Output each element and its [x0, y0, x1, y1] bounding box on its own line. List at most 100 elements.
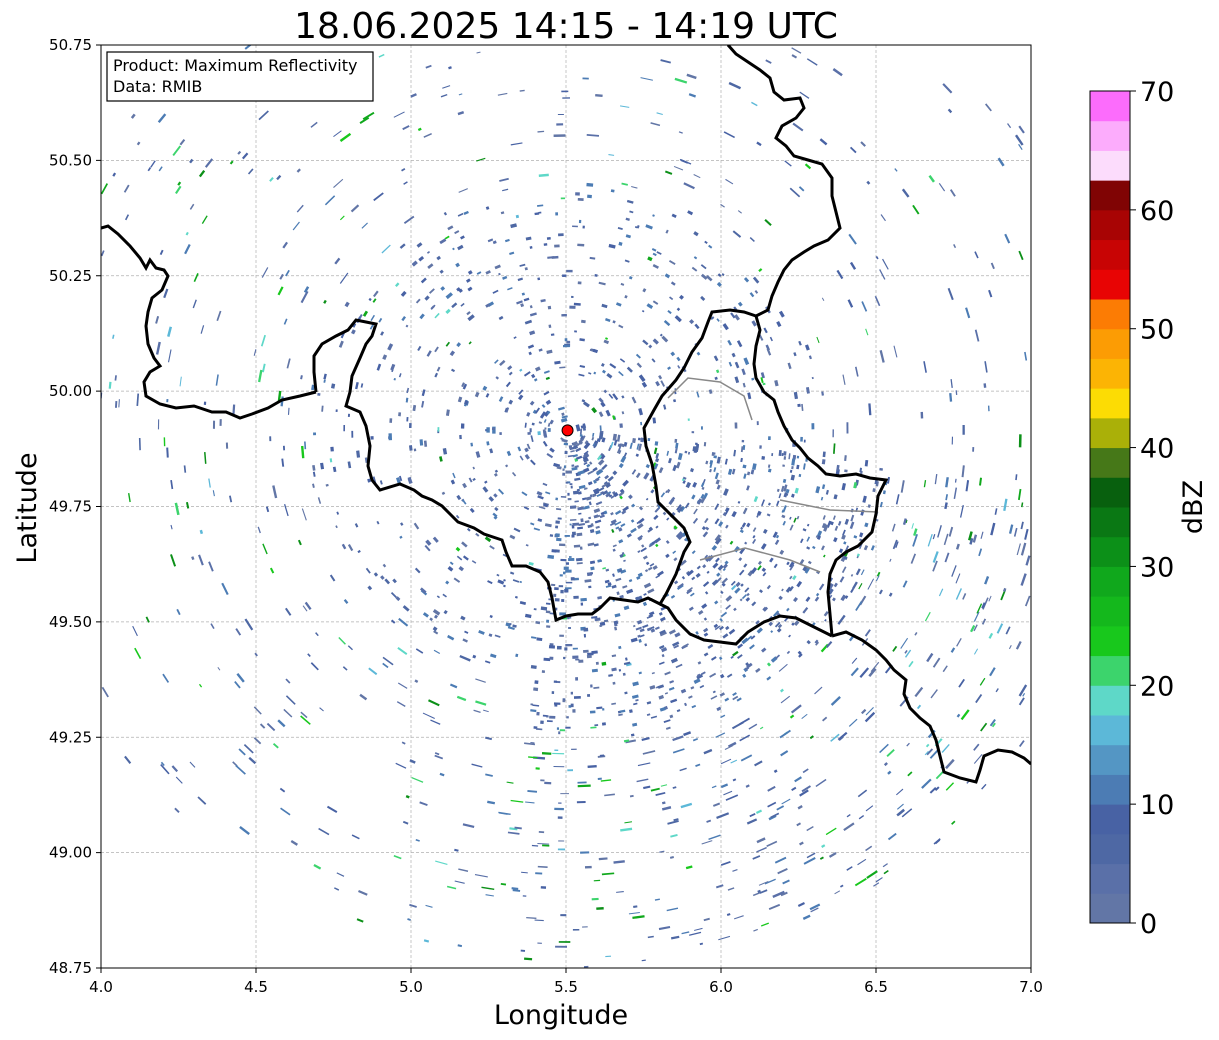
echo-cell [932, 657, 941, 668]
echo-cell [782, 478, 787, 483]
echo-cell [714, 534, 722, 542]
echo-cell [439, 456, 443, 462]
echo-cell [549, 419, 554, 425]
echo-cell [675, 442, 679, 449]
echo-cell [1002, 587, 1007, 592]
echo-cell [508, 371, 513, 376]
echo-cell [707, 644, 714, 649]
echo-cell [179, 138, 186, 146]
echo-cell [641, 381, 648, 388]
echo-cell [434, 346, 439, 353]
echo-cell [674, 315, 682, 323]
echo-cell [276, 174, 282, 181]
echo-cell [495, 376, 500, 380]
echo-cell [711, 544, 718, 551]
echo-cell [973, 611, 980, 622]
echo-cell [519, 263, 526, 267]
echo-cell [996, 623, 1004, 634]
echo-cell [253, 737, 262, 745]
echo-cell [216, 310, 222, 322]
echo-cell [772, 531, 778, 539]
echo-cell [752, 463, 757, 470]
echo-cell [449, 561, 454, 566]
echo-cell [816, 535, 822, 540]
echo-cell [489, 545, 495, 550]
echo-cell [549, 534, 554, 537]
x-tick-label: 5.0 [399, 978, 423, 996]
echo-cell [708, 244, 713, 249]
echo-cell [177, 181, 182, 186]
echo-cell [972, 447, 975, 452]
echo-cell [625, 739, 636, 744]
echo-cell [746, 592, 750, 597]
echo-cell [766, 840, 778, 848]
echo-cell [633, 702, 638, 706]
echo-cell [132, 625, 138, 637]
echo-cell [984, 361, 988, 373]
echo-cell [700, 264, 707, 270]
echo-cell [401, 741, 406, 745]
echo-cell [583, 450, 589, 456]
echo-cell [1021, 502, 1024, 508]
echo-cell [535, 728, 543, 731]
echo-cell [489, 653, 497, 659]
echo-cell [718, 656, 723, 661]
echo-cell [893, 345, 898, 358]
echo-cell [565, 643, 573, 647]
echo-cell [716, 281, 722, 287]
echo-cell [296, 204, 304, 213]
echo-cell [554, 587, 559, 591]
echo-cell [426, 350, 432, 357]
echo-cell [816, 530, 823, 538]
echo-cell [684, 450, 688, 454]
echo-cell [738, 557, 743, 562]
echo-cell [239, 825, 250, 835]
echo-cell [693, 174, 701, 179]
echo-cell [638, 506, 644, 511]
echo-cell [663, 404, 667, 410]
radar-site-marker [561, 424, 574, 437]
echo-cell [621, 182, 628, 186]
echo-cell [287, 407, 290, 415]
echo-cell [587, 470, 595, 475]
echo-cell [517, 277, 524, 282]
echo-cell [452, 472, 456, 479]
echo-cell [580, 518, 584, 523]
echo-cell [652, 263, 659, 269]
echo-cell [596, 493, 602, 498]
echo-cell [822, 451, 826, 458]
echo-cell [447, 634, 455, 641]
echo-cell [543, 430, 548, 438]
echo-cell [955, 390, 958, 396]
echo-cell [461, 382, 465, 388]
echo-cell [670, 281, 676, 286]
echo-cell [531, 422, 535, 426]
echo-cell [470, 442, 474, 447]
echo-cell [636, 362, 642, 368]
echo-cell [716, 572, 721, 577]
y-axis-label: Latitude [12, 452, 43, 563]
echo-cell [467, 286, 473, 292]
echo-cell [595, 468, 604, 476]
echo-cell [172, 145, 182, 157]
echo-cell [592, 348, 598, 354]
echo-cell [615, 509, 622, 516]
echo-cell [557, 113, 564, 116]
echo-cell [692, 517, 699, 524]
echo-cell [577, 784, 591, 788]
echo-cell [694, 442, 698, 446]
echo-cell [752, 891, 762, 897]
echo-cell [543, 243, 548, 246]
echo-cell [318, 827, 330, 836]
echo-cell [498, 315, 504, 321]
echo-cell [360, 383, 364, 388]
echo-cell [746, 522, 751, 528]
echo-cell [702, 564, 707, 569]
echo-cell [921, 778, 932, 789]
echo-cell [760, 372, 765, 379]
x-tick-label: 6.0 [709, 978, 733, 996]
echo-cell [575, 192, 580, 196]
echo-cell [564, 587, 572, 590]
echo-cell [833, 443, 836, 454]
echo-cell [694, 927, 703, 931]
